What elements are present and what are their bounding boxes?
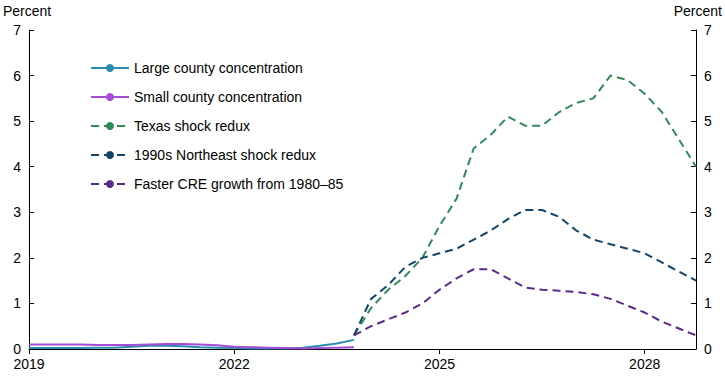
svg-text:Faster CRE growth from 1980–85: Faster CRE growth from 1980–85 (134, 176, 344, 192)
svg-text:4: 4 (13, 159, 21, 175)
svg-text:3: 3 (704, 204, 712, 220)
svg-text:1990s Northeast shock redux: 1990s Northeast shock redux (134, 147, 316, 163)
svg-text:0: 0 (704, 341, 712, 357)
svg-text:2: 2 (704, 250, 712, 266)
svg-text:2: 2 (13, 250, 21, 266)
svg-text:2019: 2019 (13, 356, 44, 372)
svg-text:7: 7 (13, 22, 21, 38)
svg-text:5: 5 (13, 113, 21, 129)
svg-text:Percent: Percent (674, 3, 722, 19)
svg-text:0: 0 (13, 341, 21, 357)
svg-text:Large county concentration: Large county concentration (134, 60, 303, 76)
svg-text:1: 1 (13, 295, 21, 311)
svg-text:Texas shock redux: Texas shock redux (134, 118, 250, 134)
svg-text:7: 7 (704, 22, 712, 38)
svg-text:2022: 2022 (219, 356, 250, 372)
svg-text:4: 4 (704, 159, 712, 175)
svg-text:2025: 2025 (424, 356, 455, 372)
svg-text:5: 5 (704, 113, 712, 129)
svg-text:2028: 2028 (629, 356, 660, 372)
svg-text:3: 3 (13, 204, 21, 220)
svg-text:6: 6 (704, 68, 712, 84)
svg-text:Small county concentration: Small county concentration (134, 89, 302, 105)
svg-text:6: 6 (13, 68, 21, 84)
svg-text:1: 1 (704, 295, 712, 311)
svg-text:Percent: Percent (3, 3, 51, 19)
